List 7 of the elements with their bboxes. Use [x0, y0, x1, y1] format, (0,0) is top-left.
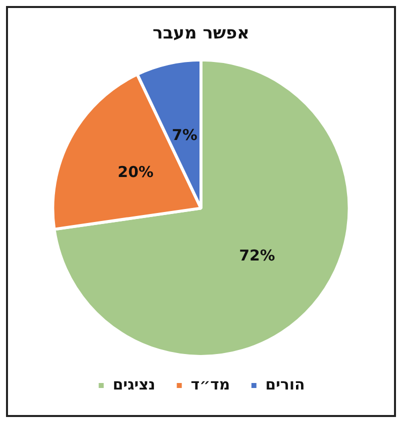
legend-label: הורים — [265, 375, 305, 394]
legend-label: מד״ד — [190, 375, 230, 394]
data-label: 72% — [239, 246, 275, 265]
legend-label: נציגים — [112, 375, 156, 394]
chart-title: אפשר מעבר — [152, 24, 250, 44]
data-label: 20% — [118, 163, 154, 182]
data-label: 7% — [172, 126, 198, 144]
